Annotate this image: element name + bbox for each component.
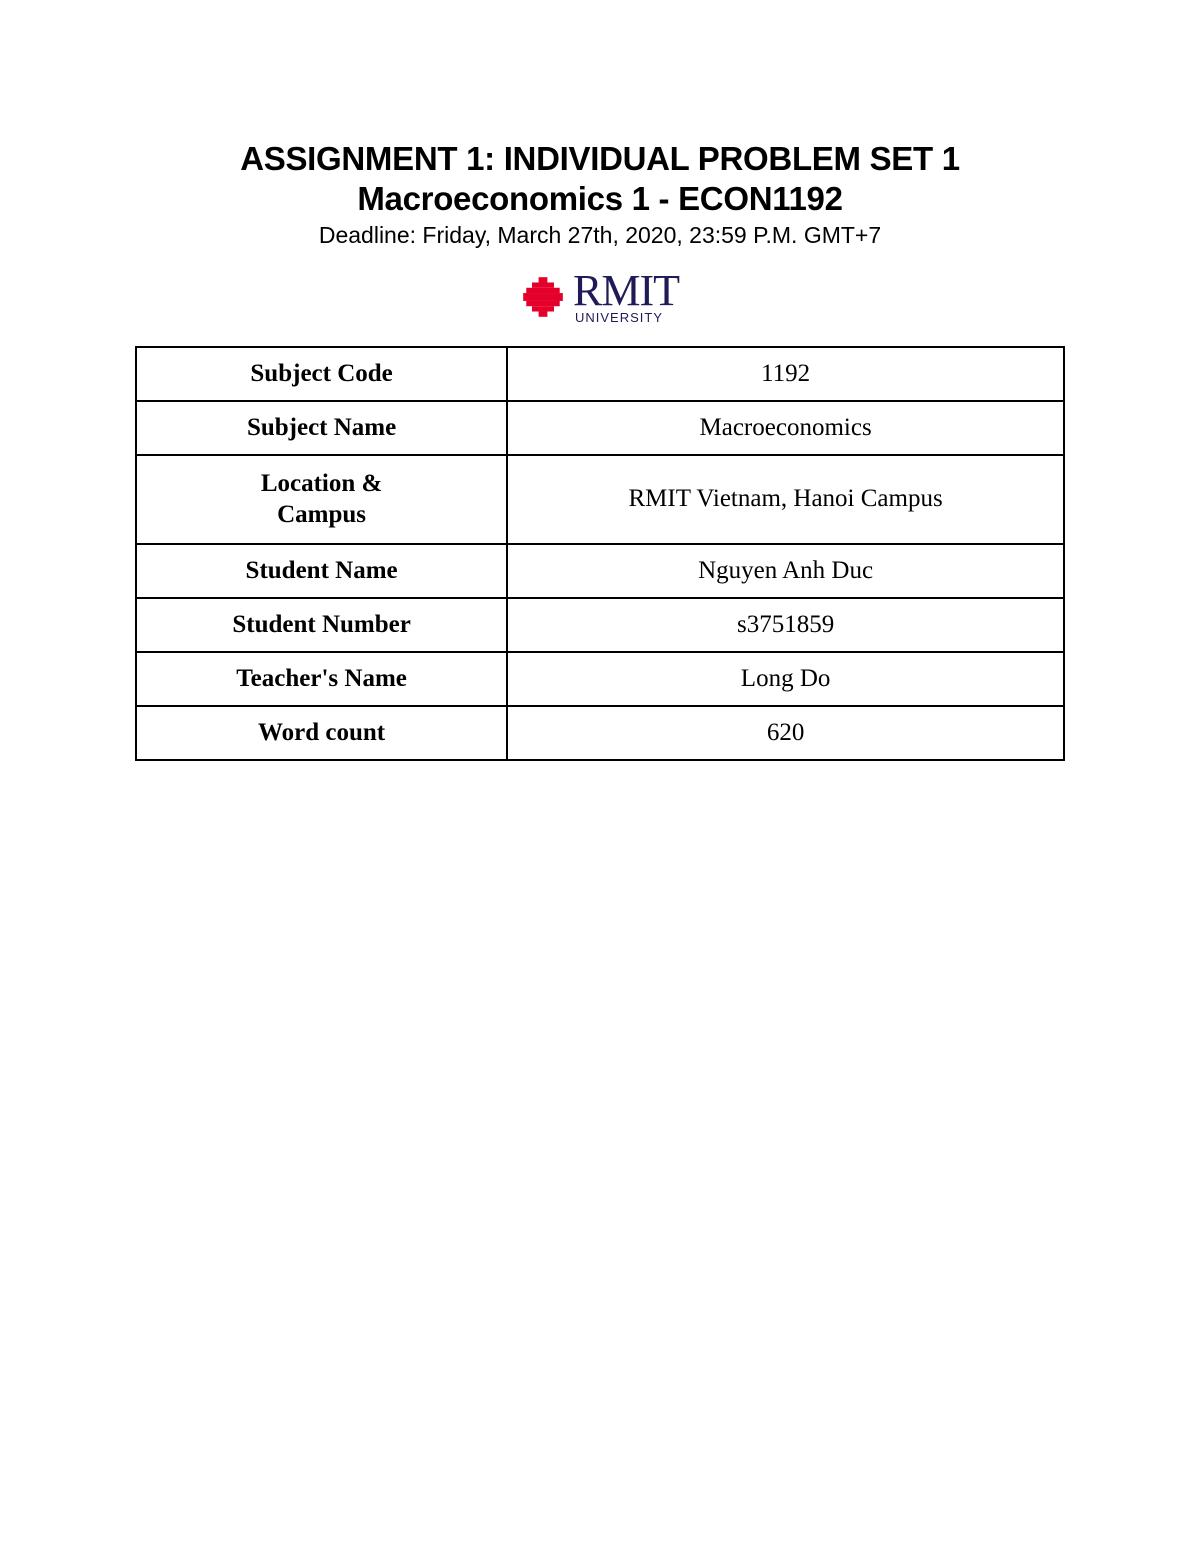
table-value: Macroeconomics [507, 401, 1064, 455]
rmit-wordmark: RMIT [573, 269, 679, 313]
table-value: s3751859 [507, 598, 1064, 652]
table-value: RMIT Vietnam, Hanoi Campus [507, 455, 1064, 544]
rmit-subtext: UNIVERSITY [575, 311, 663, 324]
table-value: Long Do [507, 652, 1064, 706]
table-row: Teacher's NameLong Do [136, 652, 1064, 706]
assignment-title-line1: ASSIGNMENT 1: INDIVIDUAL PROBLEM SET 1 [240, 140, 960, 178]
table-row: Location &CampusRMIT Vietnam, Hanoi Camp… [136, 455, 1064, 544]
table-row: Student NameNguyen Anh Duc [136, 544, 1064, 598]
table-row: Word count620 [136, 706, 1064, 760]
table-row: Subject NameMacroeconomics [136, 401, 1064, 455]
table-label: Subject Code [136, 347, 507, 401]
table-row: Subject Code1192 [136, 347, 1064, 401]
table-value: 1192 [507, 347, 1064, 401]
table-label: Subject Name [136, 401, 507, 455]
rmit-logo-text: RMIT UNIVERSITY [573, 269, 679, 324]
table-value: Nguyen Anh Duc [507, 544, 1064, 598]
table-label: Student Number [136, 598, 507, 652]
table-label: Location &Campus [136, 455, 507, 544]
assignment-title-line2: Macroeconomics 1 - ECON1192 [357, 180, 842, 218]
rmit-logo: RMIT UNIVERSITY [521, 269, 679, 324]
table-row: Student Numbers3751859 [136, 598, 1064, 652]
table-value: 620 [507, 706, 1064, 760]
table-label: Student Name [136, 544, 507, 598]
table-label: Teacher's Name [136, 652, 507, 706]
deadline-text: Deadline: Friday, March 27th, 2020, 23:5… [319, 222, 881, 249]
rmit-pixel-icon [521, 275, 565, 319]
cover-info-table: Subject Code1192Subject NameMacroeconomi… [135, 346, 1065, 761]
document-page: ASSIGNMENT 1: INDIVIDUAL PROBLEM SET 1 M… [0, 0, 1200, 761]
table-label: Word count [136, 706, 507, 760]
